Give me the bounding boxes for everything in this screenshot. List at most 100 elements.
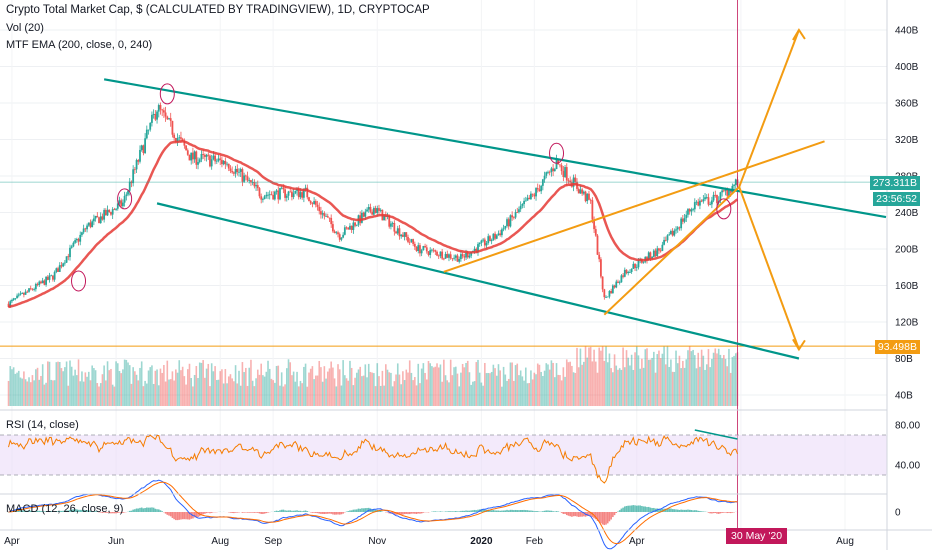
macd-histogram-bar — [115, 512, 117, 514]
volume-bar — [723, 355, 725, 406]
volume-bar — [526, 383, 529, 406]
volume-bar — [120, 373, 123, 406]
volume-bar — [731, 357, 734, 406]
macd-histogram-bar — [473, 509, 476, 512]
macd-histogram-bar — [146, 507, 148, 512]
candle-body — [277, 190, 280, 200]
volume-bar — [35, 369, 37, 406]
macd-histogram-bar — [328, 512, 331, 514]
candle-body — [518, 209, 520, 213]
macd-histogram-bar — [89, 510, 92, 512]
volume-bar — [569, 361, 571, 406]
volume-bar — [646, 348, 648, 406]
volume-bar — [38, 379, 41, 406]
candle-body — [157, 105, 160, 112]
candle-body — [480, 240, 483, 243]
candle-body — [11, 299, 13, 302]
volume-bar — [139, 367, 141, 406]
macd-histogram-bar — [28, 510, 30, 512]
candle-body — [183, 140, 186, 146]
macd-histogram-bar — [393, 512, 396, 515]
volume-bar — [707, 349, 710, 406]
macd-histogram-bar — [188, 512, 191, 520]
candle-body — [605, 297, 607, 298]
candlesticks — [7, 102, 739, 308]
x-tick-label: Apr — [4, 536, 20, 547]
candle-body — [658, 248, 660, 251]
candle-body — [523, 200, 525, 205]
volume-bar — [251, 380, 254, 406]
candle-body — [494, 233, 496, 239]
candle-body — [41, 280, 44, 284]
volume-bar — [538, 364, 541, 406]
macd-histogram-bar — [373, 509, 375, 512]
volume-label: Vol (20) — [6, 22, 44, 34]
rsi-line — [8, 434, 738, 484]
volume-bar — [36, 367, 39, 406]
volume-bar — [366, 377, 368, 406]
volume-bar — [714, 348, 717, 406]
macd-histogram-bar — [19, 510, 22, 512]
macd-histogram-bar — [562, 512, 565, 514]
volume-bar — [709, 367, 711, 406]
macd-histogram-bar — [598, 512, 601, 522]
candle-body — [495, 235, 498, 239]
candle-body — [422, 245, 425, 251]
candle-body — [497, 233, 500, 236]
volume-bar — [233, 381, 235, 406]
candle-body — [311, 203, 314, 205]
macd-histogram-bar — [113, 512, 116, 514]
projection-up-arrowhead — [792, 28, 806, 41]
candle-body — [483, 239, 486, 246]
macd-histogram-bar — [229, 512, 232, 513]
candle-body — [173, 134, 176, 139]
macd-histogram-bar — [330, 512, 332, 514]
macd-histogram-bar — [175, 512, 177, 521]
volume-bar — [185, 384, 187, 406]
volume-bar — [400, 384, 402, 406]
macd-histogram-bar — [354, 509, 356, 512]
volume-bar — [460, 372, 462, 406]
volume-bar — [550, 360, 553, 406]
candle-body — [581, 189, 584, 194]
volume-bar — [668, 366, 670, 406]
macd-histogram-bar — [456, 511, 459, 512]
candle-body — [601, 276, 604, 290]
candle-body — [29, 288, 32, 290]
volume-bar — [270, 378, 273, 406]
rsi-pane — [0, 429, 887, 484]
volume-bar — [168, 379, 170, 406]
candle-body — [354, 222, 356, 226]
volume-bar — [193, 374, 196, 406]
candle-body — [127, 190, 129, 195]
macd-histogram-bar — [193, 512, 196, 518]
volume-bar — [127, 362, 129, 406]
macd-histogram-bar — [625, 505, 628, 512]
candle-body — [350, 225, 353, 230]
macd-histogram-bar — [292, 510, 295, 512]
candle-body — [250, 180, 252, 183]
macd-histogram-bar — [581, 512, 583, 517]
candle-body — [478, 242, 481, 245]
volume-bar — [531, 379, 534, 406]
volume-bar — [29, 382, 32, 406]
volume-bar — [564, 376, 566, 406]
candle-body — [541, 179, 544, 186]
macd-histogram-bar — [251, 512, 254, 513]
volume-bar — [152, 383, 155, 406]
macd-histogram-bar — [402, 512, 404, 515]
candle-body — [560, 165, 563, 172]
volume-bar — [355, 372, 358, 406]
candle-body — [371, 211, 374, 215]
volume-bar — [630, 354, 633, 406]
volume-bar — [296, 371, 298, 406]
macd-histogram-bar — [154, 508, 157, 512]
candle-body — [142, 145, 145, 154]
macd-histogram-bar — [460, 510, 462, 512]
macd-histogram-bar — [67, 510, 70, 512]
macd-histogram-bar — [615, 512, 618, 514]
macd-histogram-bar — [519, 509, 522, 512]
volume-bar — [700, 349, 703, 406]
volume-bar — [559, 375, 561, 406]
